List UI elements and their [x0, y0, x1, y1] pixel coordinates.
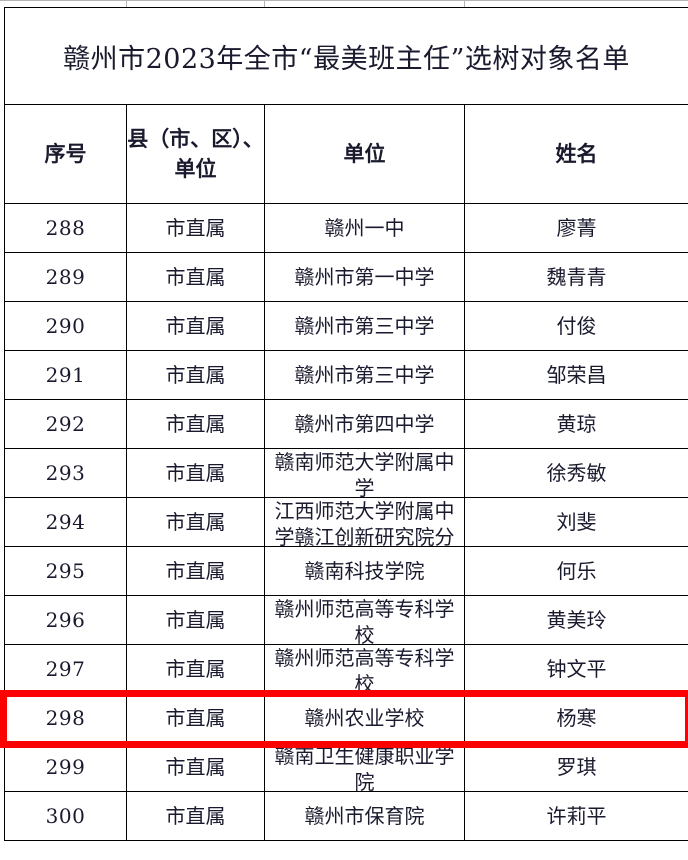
- cell-unit-text: 赣南卫生健康职业学院: [274, 744, 455, 791]
- cell-unit-text: 赣南师范大学附属中学: [274, 450, 455, 497]
- cell-unit: 赣州市第四中学: [264, 399, 465, 449]
- cell-unit: 赣州农业学校: [264, 693, 465, 743]
- cut-off-row-strip: [0, 0, 688, 8]
- cell-serial: 291: [4, 350, 127, 400]
- table-row: 293 市直属 赣南师范大学附属中学 徐秀敏: [4, 448, 688, 498]
- cell-name: 魏青青: [463, 252, 688, 302]
- table-row: 288 市直属 赣州一中 廖菁: [4, 203, 688, 253]
- cell-district: 市直属: [126, 497, 265, 547]
- selection-list-table: 赣州市2023年全市“最美班主任”选树对象名单 序号 县（市、区）、单位 单位 …: [3, 7, 688, 841]
- table-row: 297 市直属 赣州师范高等专科学校 钟文平: [4, 644, 688, 694]
- column-header-unit: 单位: [264, 104, 465, 204]
- cell-unit-text: 赣州市保育院: [304, 804, 425, 828]
- cell-district: 市直属: [126, 301, 265, 351]
- cell-district: 市直属: [126, 693, 265, 743]
- cell-name: 罗琪: [463, 742, 688, 792]
- column-header-name: 姓名: [463, 104, 688, 204]
- cell-name: 黄美玲: [463, 595, 688, 645]
- cell-unit-text: 赣州市第三中学: [294, 363, 435, 387]
- cell-name: 付俊: [463, 301, 688, 351]
- cell-serial: 297: [4, 644, 127, 694]
- cell-unit: 赣州师范高等专科学校: [264, 595, 465, 645]
- cell-unit-text: 赣州一中: [324, 216, 405, 240]
- cell-district: 市直属: [126, 399, 265, 449]
- cell-district: 市直属: [126, 595, 265, 645]
- table-row: 295 市直属 赣南科技学院 何乐: [4, 546, 688, 596]
- table-row: 298 市直属 赣州农业学校 杨寒: [4, 693, 688, 743]
- cell-unit: 江西师范大学附属中学赣江创新研究院分校: [264, 497, 465, 547]
- cell-serial: 290: [4, 301, 127, 351]
- table-row: 292 市直属 赣州市第四中学 黄琼: [4, 399, 688, 449]
- title-row: 赣州市2023年全市“最美班主任”选树对象名单: [3, 7, 688, 105]
- cell-unit-text: 赣州市第三中学: [294, 314, 435, 338]
- cell-unit: 赣州市第一中学: [264, 252, 465, 302]
- cell-unit: 赣州市保育院: [264, 791, 465, 841]
- cell-district: 市直属: [126, 203, 265, 253]
- cell-district: 市直属: [126, 448, 265, 498]
- cell-unit: 赣州市第三中学: [264, 350, 465, 400]
- table-row: 299 市直属 赣南卫生健康职业学院 罗琪: [4, 742, 688, 792]
- cell-name: 徐秀敏: [463, 448, 688, 498]
- cell-unit: 赣州市第三中学: [264, 301, 465, 351]
- table-row: 289 市直属 赣州市第一中学 魏青青: [4, 252, 688, 302]
- cell-district: 市直属: [126, 546, 265, 596]
- cell-unit-text: 赣南科技学院: [304, 559, 425, 583]
- column-tick: [464, 1, 465, 8]
- cell-name: 刘斐: [463, 497, 688, 547]
- cell-district: 市直属: [126, 252, 265, 302]
- cell-serial: 299: [4, 742, 127, 792]
- table-row: 294市直属江西师范大学附属中学赣江创新研究院分校刘斐: [4, 497, 688, 547]
- page-title: 赣州市2023年全市“最美班主任”选树对象名单: [3, 7, 688, 105]
- cell-serial: 294: [4, 497, 127, 547]
- table-row: 290 市直属 赣州市第三中学 付俊: [4, 301, 688, 351]
- cell-unit-text: 赣州师范高等专科学校: [274, 646, 455, 693]
- cell-unit: 赣州师范高等专科学校: [264, 644, 465, 694]
- cell-serial: 296: [4, 595, 127, 645]
- cell-name: 杨寒: [463, 693, 688, 743]
- cell-unit: 赣南师范大学附属中学: [264, 448, 465, 498]
- cell-serial: 288: [4, 203, 127, 253]
- table-row: 291 市直属 赣州市第三中学 邹荣昌: [4, 350, 688, 400]
- column-tick: [126, 1, 127, 8]
- cell-serial: 300: [4, 791, 127, 841]
- cell-unit: 赣南科技学院: [264, 546, 465, 596]
- header-row: 序号 县（市、区）、单位 单位 姓名: [4, 104, 688, 204]
- cell-serial: 292: [4, 399, 127, 449]
- cell-name: 何乐: [463, 546, 688, 596]
- cell-name: 许莉平: [463, 791, 688, 841]
- cell-name: 黄琼: [463, 399, 688, 449]
- cell-unit: 赣州一中: [264, 203, 465, 253]
- table-row: 300 市直属 赣州市保育院 许莉平: [4, 791, 688, 841]
- cell-unit-text: 赣州市第四中学: [294, 412, 435, 436]
- cell-district: 市直属: [126, 742, 265, 792]
- cell-unit-text: 赣州农业学校: [304, 706, 425, 730]
- cell-district: 市直属: [126, 644, 265, 694]
- cell-serial: 293: [4, 448, 127, 498]
- cell-district: 市直属: [126, 350, 265, 400]
- column-tick: [264, 1, 265, 8]
- cell-name: 廖菁: [463, 203, 688, 253]
- cell-district: 市直属: [126, 791, 265, 841]
- table-row: 296 市直属 赣州师范高等专科学校 黄美玲: [4, 595, 688, 645]
- cell-unit-text: 赣州师范高等专科学校: [274, 597, 455, 644]
- cell-name: 钟文平: [463, 644, 688, 694]
- cell-unit: 赣南卫生健康职业学院: [264, 742, 465, 792]
- cell-unit-text: 江西师范大学附属中学赣江创新研究院分校: [274, 499, 455, 546]
- column-header-district: 县（市、区）、单位: [126, 104, 265, 204]
- cell-serial: 298: [4, 693, 127, 743]
- cell-serial: 289: [4, 252, 127, 302]
- cell-unit-text: 赣州市第一中学: [294, 265, 435, 289]
- column-header-serial: 序号: [4, 104, 127, 204]
- cell-serial: 295: [4, 546, 127, 596]
- cell-name: 邹荣昌: [463, 350, 688, 400]
